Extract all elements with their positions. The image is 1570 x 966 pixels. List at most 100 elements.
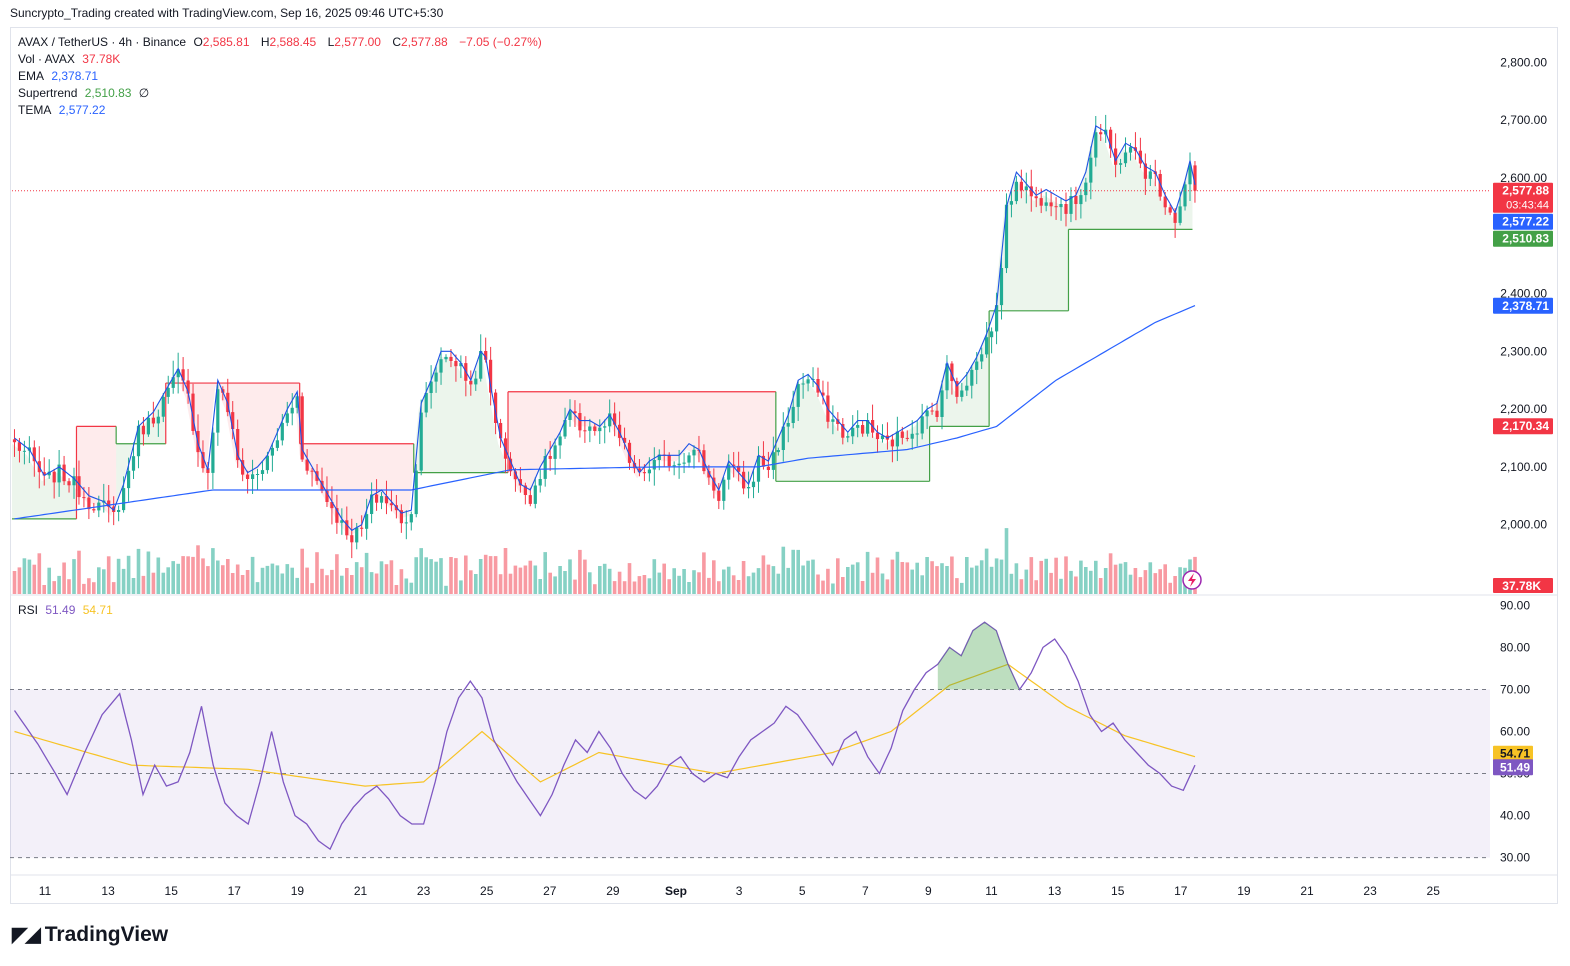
candle-body xyxy=(985,337,989,355)
candle-body xyxy=(1079,195,1083,205)
ema-legend[interactable]: EMA 2,378.71 xyxy=(18,69,102,83)
candle-body xyxy=(766,466,770,470)
candle-body xyxy=(623,437,627,443)
rsi-tick-label: 90.00 xyxy=(1500,598,1530,612)
volume-bar xyxy=(350,575,354,594)
rsi-tick-label: 40.00 xyxy=(1500,809,1530,823)
volume-bar xyxy=(464,555,468,594)
candle-body xyxy=(161,396,165,417)
volume-bar xyxy=(325,575,329,594)
volume-bar xyxy=(399,569,404,594)
volume-bar xyxy=(1089,570,1093,594)
volume-bar xyxy=(836,558,840,594)
candle-body xyxy=(211,432,215,473)
candle-body xyxy=(1119,163,1123,165)
volume-bar xyxy=(67,579,71,594)
price-tick-label: 2,400.00 xyxy=(1500,286,1547,300)
volume-bar xyxy=(27,559,32,594)
volume-bar xyxy=(950,556,954,594)
ema-label: EMA xyxy=(18,69,45,83)
volume-bar xyxy=(121,568,126,594)
candle-body xyxy=(935,410,939,417)
volume-bar xyxy=(657,572,662,594)
candle-body xyxy=(692,449,696,456)
candle-body xyxy=(241,460,245,475)
candle-body xyxy=(365,514,369,529)
volume-bar xyxy=(136,548,141,594)
volume-bar xyxy=(22,558,27,594)
candle-body xyxy=(910,433,914,439)
candle-body xyxy=(32,447,36,462)
candle-body xyxy=(742,471,746,489)
candle-body xyxy=(52,471,56,483)
candle-body xyxy=(107,500,111,507)
candle-body xyxy=(82,497,86,499)
candle-body xyxy=(756,455,761,482)
volume-bar xyxy=(920,575,924,594)
price-tick-label: 2,100.00 xyxy=(1500,460,1547,474)
volume-bar xyxy=(910,569,914,594)
volume-bar xyxy=(459,580,463,594)
volume-bar xyxy=(42,585,46,594)
candle-body xyxy=(1123,152,1128,164)
volume-bar xyxy=(295,577,299,594)
volume-bar xyxy=(1064,556,1068,594)
volume-bar xyxy=(305,567,309,594)
volume-bar xyxy=(1163,564,1167,594)
volume-bar xyxy=(1049,572,1053,594)
ohlc-legend: AVAX / TetherUS · 4h · Binance O2,585.81… xyxy=(18,35,546,49)
candle-body xyxy=(1188,165,1192,185)
tema-legend[interactable]: TEMA 2,577.22 xyxy=(18,103,109,117)
volume-bar xyxy=(791,549,795,594)
volume-bar xyxy=(821,580,825,594)
volume-bar xyxy=(503,548,508,594)
volume-bar xyxy=(831,583,835,594)
candle-body xyxy=(1099,132,1103,135)
candle-body xyxy=(712,477,716,491)
rsi-overbought-fill xyxy=(937,622,1020,690)
volume-bar xyxy=(712,560,716,594)
volume-bar xyxy=(811,559,815,594)
supertrend-fill-8 xyxy=(929,325,990,427)
price-tick-label: 2,000.00 xyxy=(1500,518,1547,532)
volume-legend[interactable]: Vol · AVAX 37.78K xyxy=(18,52,124,66)
supertrend-legend[interactable]: Supertrend 2,510.83 ∅ xyxy=(18,86,153,100)
price-badge xyxy=(1493,213,1553,230)
volume-bar xyxy=(583,559,587,594)
volume-bar xyxy=(1059,578,1063,594)
rsi-legend[interactable]: RSI 51.49 54.71 xyxy=(18,603,117,617)
candle-body xyxy=(573,411,577,413)
time-tick-label: 21 xyxy=(354,884,368,898)
candle-body xyxy=(141,425,145,435)
volume-bar xyxy=(419,548,423,594)
volume-bar xyxy=(483,554,488,594)
volume-bar xyxy=(960,582,964,594)
candle-body xyxy=(42,472,46,476)
volume-bar xyxy=(230,573,235,594)
time-tick-label: 13 xyxy=(101,884,115,898)
symbol-title[interactable]: AVAX / TetherUS · 4h · Binance xyxy=(18,35,187,49)
volume-bar xyxy=(340,575,344,594)
candle-body xyxy=(707,471,711,478)
candle-body xyxy=(399,510,403,524)
candle-body xyxy=(260,470,265,474)
volume-badge xyxy=(1493,578,1553,593)
candle-body xyxy=(404,522,408,524)
volume-bar xyxy=(449,557,453,594)
candle-body xyxy=(1074,196,1078,204)
volume-bar xyxy=(935,566,939,594)
candle-body xyxy=(1183,184,1187,207)
candle-body xyxy=(747,487,751,489)
candle-body xyxy=(1049,202,1053,207)
volume-bar xyxy=(612,581,617,594)
time-tick-label: 25 xyxy=(480,884,494,898)
volume-bar xyxy=(588,572,592,594)
candle-body xyxy=(300,396,304,460)
volume-bar xyxy=(667,579,671,594)
volume-bar xyxy=(429,559,433,594)
candle-body xyxy=(1193,165,1197,191)
candle-body xyxy=(1143,163,1147,179)
candle-body xyxy=(880,435,885,440)
candle-body xyxy=(801,383,805,385)
